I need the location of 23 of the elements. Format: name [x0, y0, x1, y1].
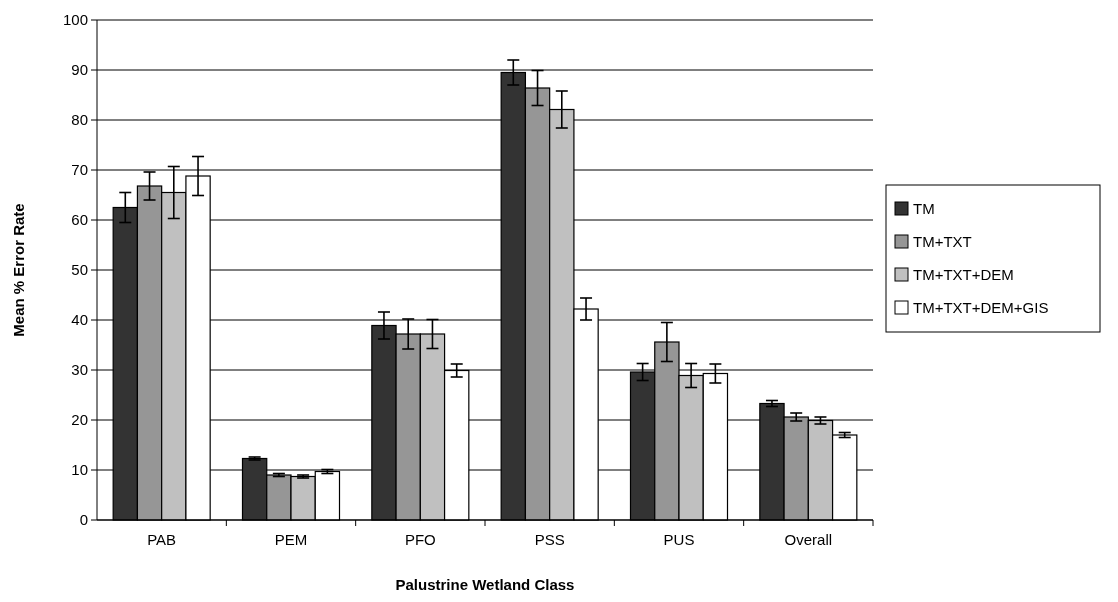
legend-label: TM+TXT+DEM [913, 266, 1014, 284]
x-tick-label: PAB [147, 531, 177, 548]
y-tick-label: 70 [71, 161, 88, 179]
y-tick-label: 40 [71, 311, 88, 329]
y-tick-label: 20 [71, 411, 88, 429]
y-tick-label: 90 [71, 61, 88, 79]
x-tick-label: PEM [274, 531, 308, 548]
y-tick-label: 100 [62, 11, 88, 29]
y-tick-label: 50 [71, 261, 88, 279]
y-tick-label: 30 [71, 361, 88, 379]
y-axis-title: Mean % Error Rate [10, 203, 27, 337]
y-tick-label: 60 [71, 211, 88, 229]
y-tick-label: 10 [71, 461, 88, 479]
x-axis-title: Palustrine Wetland Class [395, 576, 575, 593]
x-tick-label: PUS [663, 531, 695, 548]
legend-label: TM+TXT+DEM+GIS [913, 299, 1049, 317]
legend-label: TM+TXT [913, 233, 972, 251]
y-tick-label: 0 [79, 511, 88, 529]
y-tick-label: 80 [71, 111, 88, 129]
legend-label: TM [913, 200, 935, 218]
x-tick-label: Overall [784, 531, 833, 548]
x-tick-label: PFO [404, 531, 436, 548]
x-tick-label: PSS [534, 531, 565, 548]
